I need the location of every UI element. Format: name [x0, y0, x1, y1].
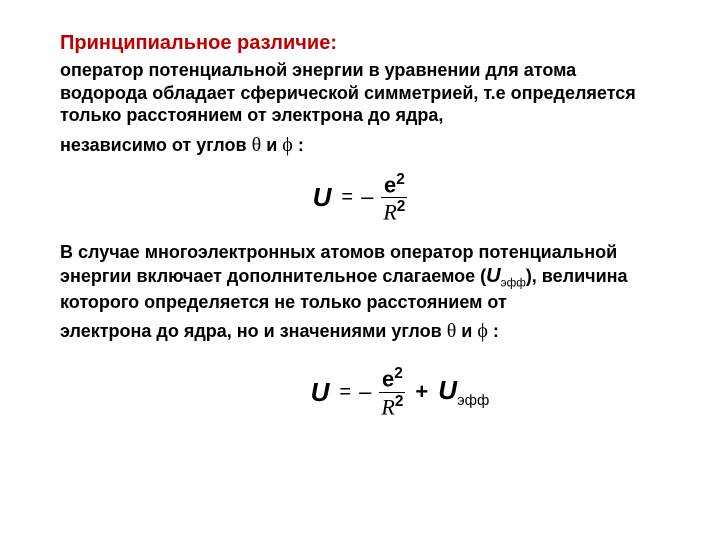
para1-tail-c: : [298, 135, 304, 155]
f2-num-base: e [382, 367, 394, 392]
f2-eq: = [339, 381, 351, 404]
f2-lhs: U [311, 377, 330, 408]
theta-symbol-2: θ [447, 320, 457, 342]
f2-minus: – [359, 379, 371, 405]
paragraph-1-tail: независимо от углов θ и ϕ : [60, 133, 660, 158]
para2-tail-c: : [493, 321, 499, 341]
f1-eq: = [341, 186, 353, 209]
paragraph-1: оператор потенциальной энергии в уравнен… [60, 59, 660, 127]
heading: Принципиальное различие: [60, 32, 660, 55]
f1-lhs: U [313, 182, 332, 213]
f1-num-exp: 2 [396, 171, 405, 188]
para1-main: оператор потенциальной энергии в уравнен… [60, 60, 636, 125]
para2-tail-a: электрона до ядра, но и значениями углов [60, 321, 447, 341]
f2-u-eff-sub: эфф [457, 392, 489, 409]
para1-tail-b: и [266, 135, 282, 155]
para1-tail-a: независимо от углов [60, 135, 252, 155]
f2-den-exp: 2 [395, 393, 404, 410]
f1-den-base: R [383, 199, 396, 224]
f1-den-exp: 2 [397, 198, 406, 215]
formula-2: U = – e2 R2 + Uэфф [60, 366, 660, 418]
paragraph-2: В случае многоэлектронных атомов операто… [60, 241, 660, 313]
f2-fraction: e2 R2 [379, 366, 405, 418]
phi-symbol: ϕ [282, 134, 293, 156]
para2-tail-b: и [461, 321, 477, 341]
f1-minus: – [361, 184, 373, 210]
u-eff-inline-base: U [486, 265, 500, 287]
theta-symbol: θ [252, 134, 262, 156]
f1-fraction: e2 R2 [381, 172, 407, 224]
f2-u-eff: Uэфф [438, 375, 489, 409]
slide: Принципиальное различие: оператор потенц… [0, 0, 720, 540]
f2-plus: + [415, 379, 428, 405]
f2-u-eff-base: U [438, 375, 457, 405]
f1-num-base: e [384, 172, 396, 197]
phi-symbol-2: ϕ [477, 320, 488, 342]
f2-den-base: R [381, 394, 394, 419]
formula-1: U = – e2 R2 [60, 172, 660, 224]
u-eff-inline-sub: эфф [501, 276, 526, 289]
f2-num-exp: 2 [394, 365, 403, 382]
paragraph-2-tail: электрона до ядра, но и значениями углов… [60, 319, 660, 344]
